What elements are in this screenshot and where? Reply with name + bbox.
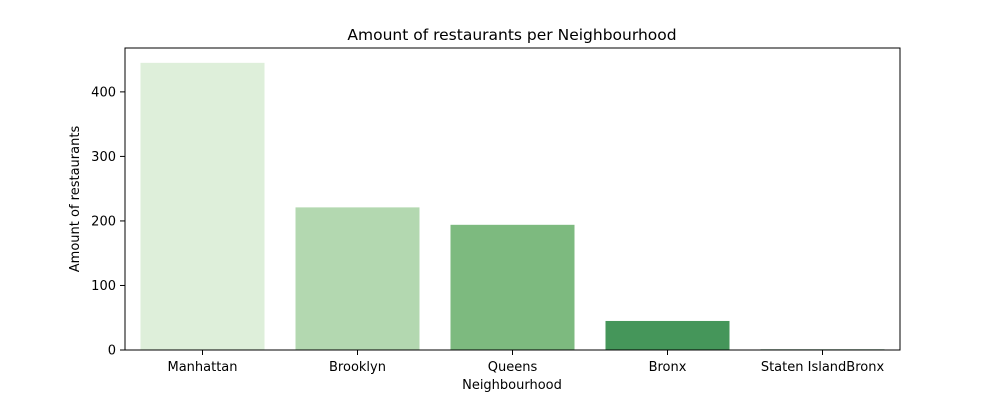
bar-brooklyn [295, 207, 420, 350]
bar-queens [450, 224, 575, 350]
y-tick-label: 200 [91, 214, 116, 229]
bars-group [140, 62, 885, 350]
x-tick-label: Bronx [649, 360, 687, 375]
chart-title: Amount of restaurants per Neighbourhood [347, 26, 676, 44]
y-tick-label: 300 [91, 150, 116, 165]
y-tick-label: 100 [91, 279, 116, 294]
x-axis-title: Neighbourhood [462, 378, 562, 393]
x-tick-label: Manhattan [167, 360, 237, 375]
x-tick-label: Brooklyn [329, 360, 386, 375]
y-tick-label: 400 [91, 85, 116, 100]
plot-frame [124, 47, 901, 351]
y-axis-ticks: 0 100 200 300 400 [91, 85, 125, 359]
y-tick-label: 0 [108, 344, 116, 359]
bar-manhattan [140, 62, 265, 350]
y-axis-title: Amount of restaurants [68, 126, 83, 273]
x-tick-label: Staten IslandBronx [761, 360, 885, 375]
bar-bronx [605, 320, 730, 350]
x-axis-ticks: Manhattan Brooklyn Queens Bronx Staten Islan… [167, 350, 884, 375]
x-tick-label: Queens [488, 360, 538, 375]
